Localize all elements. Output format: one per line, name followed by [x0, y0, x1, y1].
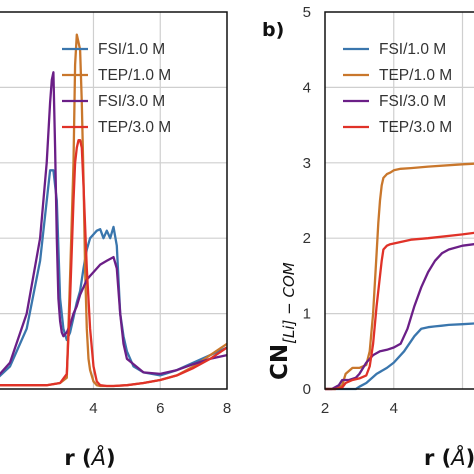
- a-legend-label-3: TEP/3.0 M: [98, 119, 171, 136]
- a-x-axis-label-open: (: [75, 446, 92, 470]
- b-y-tick-label-5: 5: [303, 4, 311, 21]
- a-series-lines: [0, 33, 228, 388]
- b-legend-label-0: FSI/1.0 M: [379, 41, 446, 58]
- b-legend: FSI/1.0 M TEP/1.0 M FSI/3.0 M TEP/3.0 M: [343, 41, 452, 136]
- b-legend-label-2: FSI/3.0 M: [379, 93, 446, 110]
- panel-b: 2 4 0 1 2 3 4 5 FSI/1.0 M TEP/1.0 M FSI/3.0 M TEP/…: [262, 4, 474, 470]
- a-x-axis-label-unit: Å: [90, 444, 106, 470]
- b-x-axis-label-var: r: [424, 446, 435, 470]
- panel-a: 4 6 8 FSI/1.0 M TEP/1.0 M FSI/3.0 M TEP/3.0 M…: [0, 11, 231, 470]
- b-series-line-2: [325, 242, 474, 391]
- b-series-line-3: [325, 231, 474, 391]
- b-panel-label: b): [262, 19, 284, 41]
- a-x-axis-label-var: r: [64, 446, 75, 470]
- b-series-line-1: [325, 162, 474, 391]
- a-legend-label-2: FSI/3.0 M: [98, 93, 165, 110]
- b-y-tick-label-2: 2: [303, 230, 311, 247]
- b-y-tick-label-4: 4: [303, 79, 311, 96]
- b-y-axis-label: CN[Li] − COM: [267, 262, 298, 380]
- b-x-axis-label-open: (: [434, 446, 451, 470]
- b-x-tick-label-1: 4: [390, 400, 398, 417]
- b-x-axis-label-unit: Å: [449, 444, 465, 470]
- b-gridlines: [325, 12, 474, 389]
- a-plot-frame: [0, 11, 228, 390]
- a-legend-label-0: FSI/1.0 M: [98, 41, 165, 58]
- b-x-axis-label-close: ): [466, 446, 474, 470]
- b-legend-label-3: TEP/3.0 M: [379, 119, 452, 136]
- a-series-line-3: [0, 139, 228, 388]
- a-x-axis-label-close: ): [106, 446, 116, 470]
- b-series-lines: [325, 162, 474, 391]
- b-y-axis-label-sub: [Li] − COM: [280, 262, 298, 344]
- a-x-axis-label: r (Å): [64, 444, 115, 470]
- b-x-tick-label-0: 2: [321, 400, 329, 417]
- b-series-line-0: [325, 322, 474, 391]
- b-tick-labels: 2 4 0 1 2 3 4 5: [303, 4, 398, 417]
- a-x-tick-label-2: 8: [223, 400, 231, 417]
- a-x-tick-label-0: 4: [89, 400, 97, 417]
- a-tick-labels: 4 6 8: [89, 400, 231, 417]
- b-y-tick-label-3: 3: [303, 155, 311, 172]
- a-series-line-2: [0, 71, 228, 376]
- b-legend-label-1: TEP/1.0 M: [379, 67, 452, 84]
- b-y-tick-label-1: 1: [303, 306, 311, 323]
- b-x-axis-label: r (Å): [424, 444, 474, 470]
- b-y-tick-label-0: 0: [303, 381, 311, 398]
- a-legend: FSI/1.0 M TEP/1.0 M FSI/3.0 M TEP/3.0 M: [62, 41, 171, 136]
- b-y-axis-label-main: CN: [267, 344, 293, 380]
- a-x-tick-label-1: 6: [156, 400, 164, 417]
- b-plot-frame: [324, 11, 474, 390]
- a-legend-label-1: TEP/1.0 M: [98, 67, 171, 84]
